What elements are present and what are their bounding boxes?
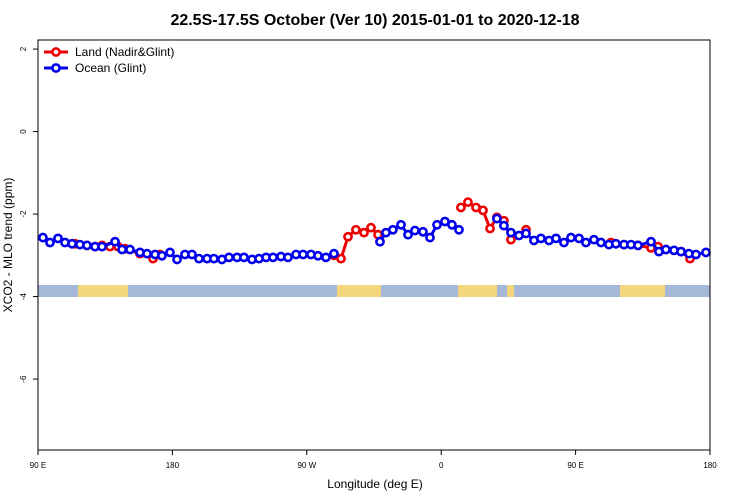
data-point <box>67 238 77 249</box>
data-point <box>410 225 420 236</box>
x-tick-label: 90 W <box>297 461 316 470</box>
data-point <box>157 250 167 261</box>
data-point <box>691 249 701 260</box>
data-point <box>117 244 127 255</box>
data-point <box>661 244 671 255</box>
data-point <box>388 224 398 235</box>
data-point <box>298 249 308 260</box>
data-point <box>418 226 428 237</box>
data-point <box>396 219 406 230</box>
data-point <box>351 224 361 235</box>
data-point <box>559 237 569 248</box>
plot-frame <box>37 39 711 451</box>
data-point <box>336 253 346 264</box>
data-point <box>187 249 197 260</box>
data-point <box>485 223 495 234</box>
data-point <box>125 244 135 255</box>
data-point <box>701 247 711 258</box>
data-point <box>343 231 353 242</box>
data-point <box>45 237 55 248</box>
data-point <box>53 233 63 244</box>
data-point <box>499 220 509 231</box>
data-point <box>321 252 331 263</box>
chart-title: 22.5S-17.5S October (Ver 10) 2015-01-01 … <box>170 12 579 29</box>
data-point <box>375 236 385 247</box>
data-point <box>268 252 278 263</box>
data-point <box>97 241 107 252</box>
data-point <box>478 205 488 216</box>
data-point <box>38 232 48 243</box>
data-point <box>329 248 339 259</box>
data-point <box>574 233 584 244</box>
x-tick-label: 180 <box>166 461 180 470</box>
data-point <box>492 213 502 224</box>
data-point <box>366 222 376 233</box>
x-tick-label: 90 E <box>30 461 46 470</box>
y-tick-label: -4 <box>19 292 28 300</box>
legend: Land (Nadir&Glint) Ocean (Glint) <box>44 45 174 75</box>
land-ocean-strip <box>38 285 710 297</box>
data-point <box>536 233 546 244</box>
x-tick-label: 0 <box>439 461 444 470</box>
data-point <box>224 252 234 263</box>
data-point <box>633 240 643 251</box>
data-point <box>425 232 435 243</box>
data-point <box>456 202 466 213</box>
data-point <box>432 219 442 230</box>
data-point <box>194 253 204 264</box>
data-point <box>506 227 516 238</box>
x-axis-label: Longitude (deg E) <box>327 477 422 491</box>
data-point <box>165 247 175 258</box>
data-point <box>110 236 120 247</box>
legend-label: Land (Nadir&Glint) <box>75 45 174 59</box>
data-point <box>142 248 152 259</box>
data-point <box>209 253 219 264</box>
data-point <box>403 229 413 240</box>
legend-label: Ocean (Glint) <box>75 61 146 75</box>
data-point <box>172 254 182 265</box>
data-point <box>596 237 606 248</box>
y-tick-label: -2 <box>19 210 28 218</box>
data-point <box>82 240 92 251</box>
data-point <box>454 224 464 235</box>
legend-marker <box>51 63 61 73</box>
x-tick-label: 180 <box>703 461 717 470</box>
y-tick-label: -6 <box>19 375 28 383</box>
data-point <box>313 250 323 261</box>
data-point <box>646 236 656 247</box>
data-point <box>463 197 473 208</box>
data-point <box>239 252 249 263</box>
data-point <box>521 228 531 239</box>
y-axis-label: XCO2 - MLO trend (ppm) <box>1 178 15 313</box>
data-point <box>611 238 621 249</box>
y-tick-label: 0 <box>19 129 28 134</box>
legend-marker <box>51 47 61 57</box>
data-point <box>676 246 686 257</box>
y-tick-label: 2 <box>19 46 28 51</box>
data-point <box>359 227 369 238</box>
data-point <box>551 233 561 244</box>
data-point <box>566 232 576 243</box>
x-tick-label: 90 E <box>567 461 583 470</box>
data-point <box>447 219 457 230</box>
data-point <box>283 252 293 263</box>
data-point <box>581 237 591 248</box>
